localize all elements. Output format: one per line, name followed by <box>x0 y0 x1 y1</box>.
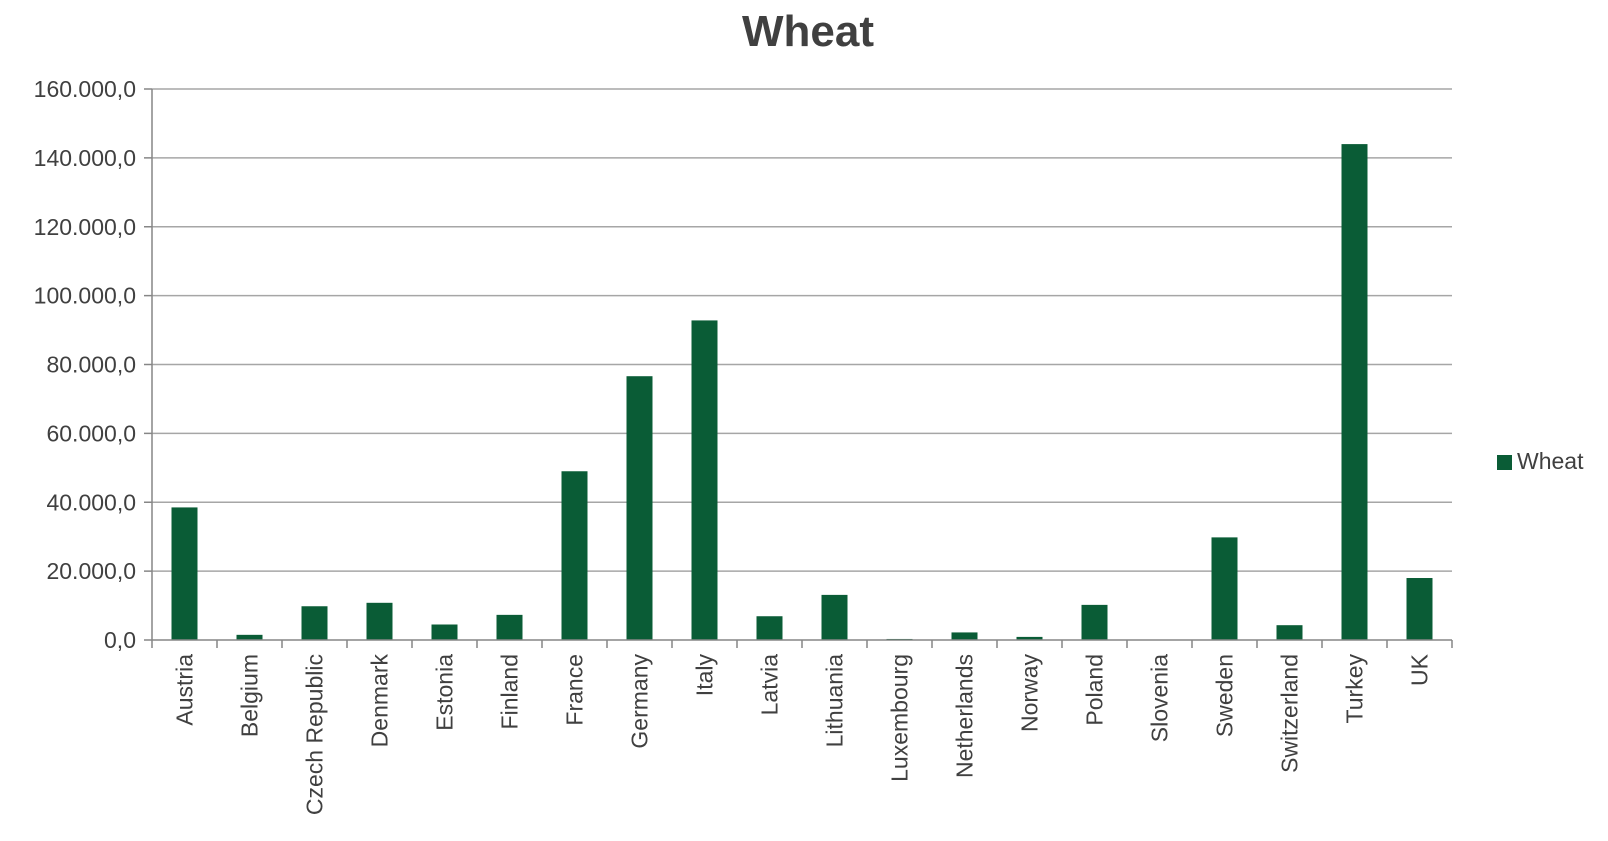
bar-netherlands <box>951 632 978 640</box>
x-tick-label: Netherlands <box>952 654 978 778</box>
y-tick-label: 140.000,0 <box>34 145 136 171</box>
y-tick-label: 40.000,0 <box>46 489 136 515</box>
bar-latvia <box>756 616 783 640</box>
x-tick-label: Czech Republic <box>302 654 328 815</box>
y-tick-label: 120.000,0 <box>34 214 136 240</box>
bar-denmark <box>366 602 393 640</box>
y-axis-ticks: 0,0 20.000,0 40.000,0 60.000,0 80.000,0 100.0… <box>34 76 152 653</box>
bar-czech-republic <box>301 606 328 640</box>
y-tick-label: 20.000,0 <box>46 558 136 584</box>
x-tick-label: Luxembourg <box>887 654 913 782</box>
x-tick-label: Turkey <box>1342 654 1368 724</box>
x-tick-label: Finland <box>497 654 523 729</box>
x-tick-label: Poland <box>1082 654 1108 726</box>
x-tick-label: Italy <box>692 654 718 697</box>
y-tick-label: 0,0 <box>104 627 136 653</box>
bar-belgium <box>236 634 263 640</box>
bar-switzerland <box>1276 625 1303 640</box>
x-tick-label: Switzerland <box>1277 654 1303 773</box>
x-tick-label: Slovenia <box>1147 654 1173 742</box>
y-tick-label: 60.000,0 <box>46 420 136 446</box>
bar-uk <box>1406 578 1433 640</box>
x-axis-ticks: Austria Belgium Czech Republic Denmark Eston… <box>151 640 1453 815</box>
bar-germany <box>626 376 653 640</box>
bar-poland <box>1081 604 1108 640</box>
legend-swatch <box>1497 455 1512 470</box>
x-tick-label: Latvia <box>757 654 783 716</box>
bar-sweden <box>1211 537 1238 640</box>
bar-turkey <box>1341 144 1368 640</box>
x-tick-label: Sweden <box>1212 654 1238 737</box>
x-tick-label: France <box>562 654 588 726</box>
legend-label-wheat: Wheat <box>1517 448 1584 474</box>
bar-norway <box>1016 636 1043 640</box>
y-tick-label: 100.000,0 <box>34 283 136 309</box>
bar-france <box>561 471 588 640</box>
x-tick-label: Norway <box>1017 654 1043 732</box>
x-tick-label: Belgium <box>237 654 263 737</box>
x-tick-label: Austria <box>172 654 198 726</box>
bars <box>171 144 1433 640</box>
x-tick-label: Estonia <box>432 654 458 731</box>
x-tick-label: Lithuania <box>822 654 848 748</box>
x-tick-label: Denmark <box>367 654 393 748</box>
y-tick-label: 80.000,0 <box>46 352 136 378</box>
gridlines <box>152 88 1452 572</box>
bar-lithuania <box>821 594 848 640</box>
x-tick-label: Germany <box>627 654 653 749</box>
bar-estonia <box>431 624 458 640</box>
chart-title: Wheat <box>742 7 874 56</box>
bar-italy <box>691 320 718 640</box>
y-tick-label: 160.000,0 <box>34 76 136 102</box>
bar-austria <box>171 507 198 640</box>
x-tick-label: UK <box>1407 653 1433 686</box>
legend: Wheat <box>1497 448 1584 474</box>
bar-finland <box>496 614 523 640</box>
